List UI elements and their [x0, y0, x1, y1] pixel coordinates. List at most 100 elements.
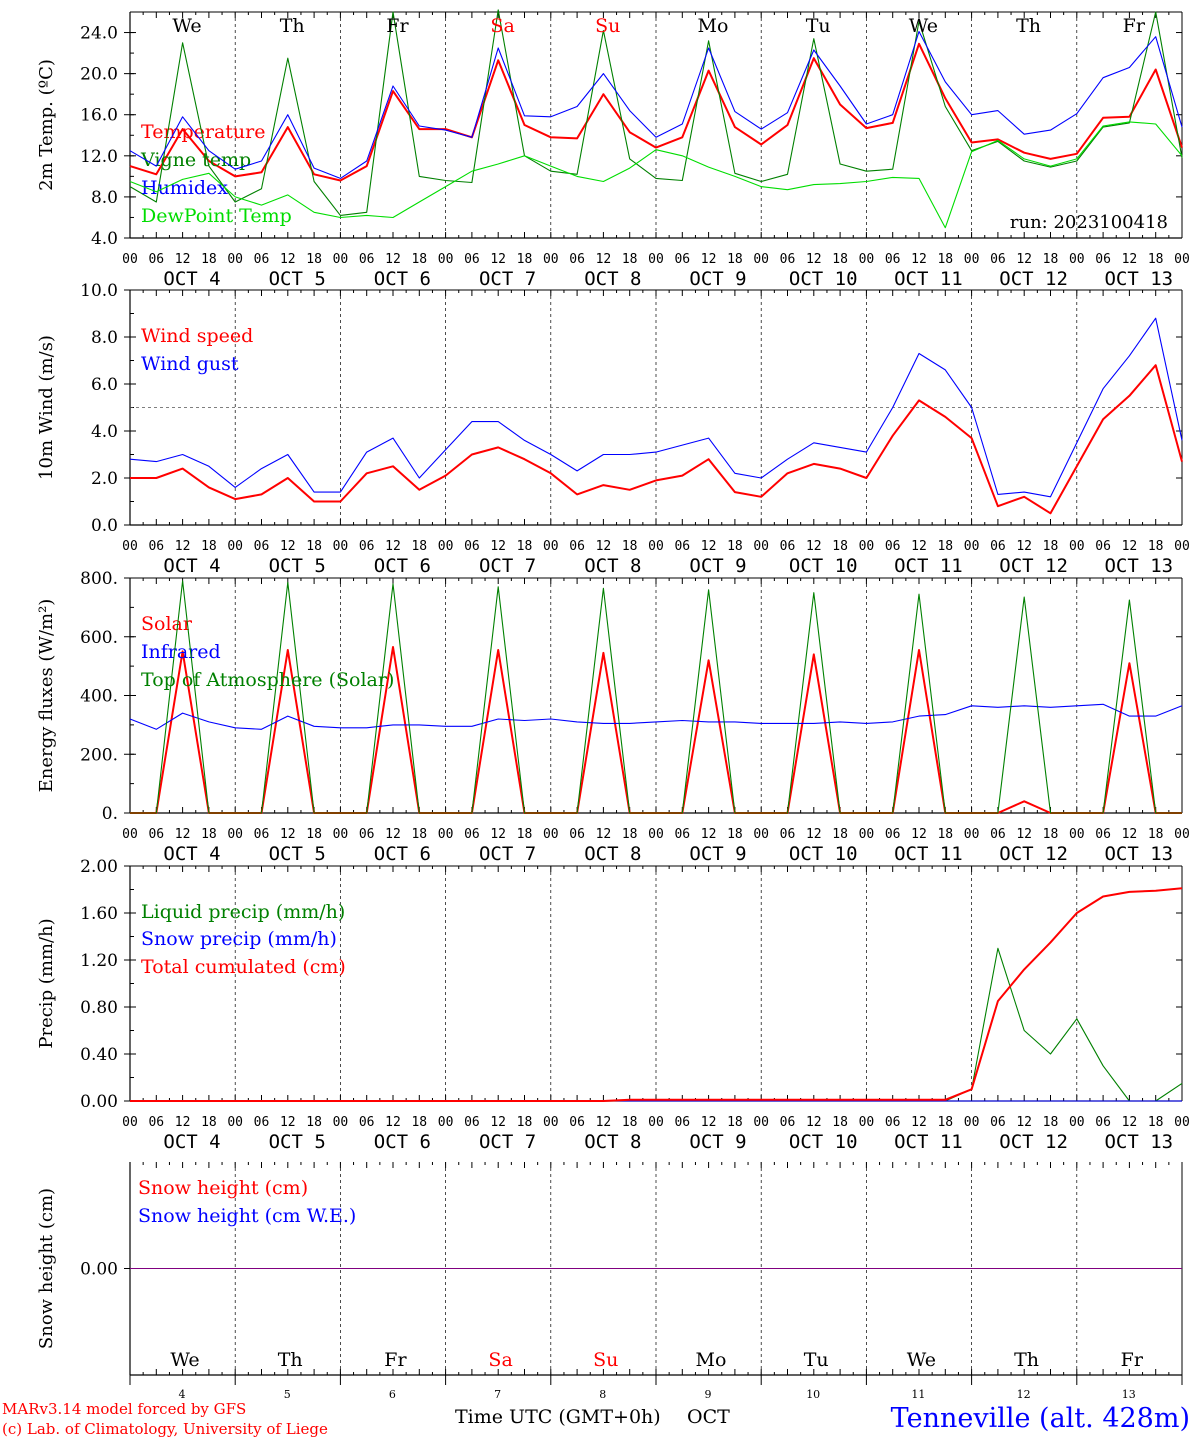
- hour-tick-label: 12: [1122, 252, 1138, 267]
- weekday-label-top: Th: [280, 15, 305, 37]
- series-line-dewpoint-temp: [129, 121, 1183, 229]
- date-label: OCT 13: [1104, 843, 1173, 865]
- hour-tick-label: 00: [1069, 539, 1085, 554]
- day-number-label: 9: [705, 1388, 712, 1401]
- y-tick-label: 20.0: [80, 65, 118, 85]
- hour-tick-label: 00: [1174, 1115, 1190, 1130]
- day-number-label: 10: [806, 1388, 820, 1401]
- y-axis-title: 2m Temp. (ºC): [36, 59, 57, 191]
- hour-tick-label: 12: [1016, 252, 1032, 267]
- y-tick-label: 600.: [80, 628, 118, 648]
- hour-tick-label: 12: [1122, 1115, 1138, 1130]
- date-label: OCT 10: [789, 268, 858, 290]
- legend-entry: Infrared: [141, 641, 221, 663]
- hour-tick-label: 12: [701, 252, 717, 267]
- date-label: OCT 8: [584, 1131, 641, 1153]
- hour-tick-label: 12: [911, 252, 927, 267]
- y-tick-label: 6.0: [91, 375, 118, 395]
- date-label: OCT 11: [894, 1131, 963, 1153]
- weekday-label-bottom: We: [907, 1349, 936, 1371]
- y-tick-label: 1.20: [80, 951, 118, 971]
- hour-tick-label: 12: [490, 1115, 506, 1130]
- hour-tick-label: 06: [674, 1115, 690, 1130]
- date-label: OCT 13: [1104, 555, 1173, 577]
- hour-tick-label: 12: [1016, 539, 1032, 554]
- date-label: OCT 7: [479, 1131, 536, 1153]
- date-label: OCT 7: [479, 843, 536, 865]
- legend-entry: Snow precip (mm/h): [141, 928, 337, 950]
- hour-tick-label: 06: [780, 1115, 796, 1130]
- hour-tick-label: 00: [438, 539, 454, 554]
- hour-tick-label: 12: [911, 539, 927, 554]
- hour-tick-label: 18: [832, 1115, 848, 1130]
- hour-tick-label: 06: [254, 1115, 270, 1130]
- hour-tick-label: 12: [280, 1115, 296, 1130]
- hour-tick-label: 00: [227, 539, 243, 554]
- hour-tick-label: 12: [280, 539, 296, 554]
- date-label: OCT 12: [999, 843, 1068, 865]
- series-line-wind-gust: [129, 317, 1183, 498]
- hour-tick-label: 12: [596, 1115, 612, 1130]
- hour-tick-label: 00: [543, 539, 559, 554]
- weekday-label-bottom: Fr: [1121, 1349, 1144, 1371]
- hour-tick-label: 18: [622, 1115, 638, 1130]
- date-label: OCT 11: [894, 843, 963, 865]
- day-number-label: 7: [494, 1388, 501, 1401]
- weekday-label-top: We: [909, 15, 938, 37]
- hour-tick-label: 00: [964, 1115, 980, 1130]
- weekday-label-bottom: Th: [1014, 1349, 1039, 1371]
- hour-tick-label: 18: [832, 539, 848, 554]
- hour-tick-label: 18: [622, 539, 638, 554]
- hour-tick-label: 06: [359, 539, 375, 554]
- weekday-label-bottom: Th: [278, 1349, 303, 1371]
- hour-tick-label: 18: [517, 1115, 533, 1130]
- date-label: OCT 5: [269, 843, 326, 865]
- y-tick-label: 4.0: [91, 422, 118, 442]
- hour-tick-label: 00: [1174, 827, 1190, 842]
- hour-tick-label: 06: [569, 539, 585, 554]
- hour-tick-label: 06: [148, 252, 164, 267]
- hour-tick-label: 00: [859, 252, 875, 267]
- hour-tick-label: 12: [596, 539, 612, 554]
- series-line-temperature: [129, 42, 1183, 182]
- hour-tick-label: 00: [1069, 252, 1085, 267]
- date-label: OCT 11: [894, 555, 963, 577]
- hour-tick-label: 18: [727, 827, 743, 842]
- hour-tick-label: 18: [201, 539, 217, 554]
- hour-tick-label: 12: [911, 827, 927, 842]
- hour-tick-label: 00: [1174, 252, 1190, 267]
- month-label: OCT: [687, 1406, 730, 1428]
- date-label: OCT 5: [269, 1131, 326, 1153]
- hour-tick-label: 18: [937, 539, 953, 554]
- y-axis-title: Energy fluxes (W/m²): [36, 599, 57, 793]
- weekday-label-bottom: Mo: [696, 1349, 727, 1371]
- hour-tick-label: 00: [964, 539, 980, 554]
- hour-tick-label: 06: [990, 539, 1006, 554]
- hour-tick-label: 12: [175, 827, 191, 842]
- hour-tick-label: 00: [543, 1115, 559, 1130]
- hour-tick-label: 06: [780, 252, 796, 267]
- hour-tick-label: 12: [701, 539, 717, 554]
- day-number-label: 6: [389, 1388, 396, 1401]
- hour-tick-label: 00: [227, 1115, 243, 1130]
- y-tick-label: 0.40: [80, 1045, 118, 1065]
- hour-tick-label: 12: [490, 252, 506, 267]
- legend-entry: Snow height (cm W.E.): [138, 1205, 356, 1227]
- hour-tick-label: 00: [227, 252, 243, 267]
- hour-tick-label: 12: [490, 827, 506, 842]
- hour-tick-label: 00: [964, 252, 980, 267]
- hour-tick-label: 12: [280, 827, 296, 842]
- hour-tick-label: 06: [148, 539, 164, 554]
- hour-tick-label: 12: [701, 827, 717, 842]
- date-label: OCT 6: [374, 555, 431, 577]
- hour-tick-label: 12: [385, 252, 401, 267]
- hour-tick-label: 00: [648, 827, 664, 842]
- hour-tick-label: 06: [569, 1115, 585, 1130]
- hour-tick-label: 00: [1069, 827, 1085, 842]
- hour-tick-label: 12: [1016, 1115, 1032, 1130]
- hour-tick-label: 12: [385, 539, 401, 554]
- y-tick-label: 0.0: [91, 516, 118, 536]
- y-tick-label: 0.00: [80, 1260, 118, 1280]
- hour-tick-label: 00: [648, 539, 664, 554]
- hour-tick-label: 18: [201, 1115, 217, 1130]
